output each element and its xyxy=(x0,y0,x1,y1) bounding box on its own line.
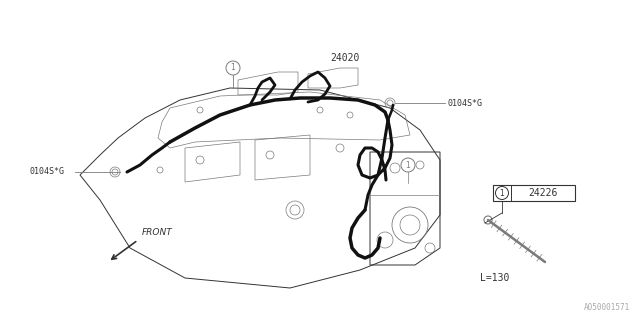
Text: 0104S*G: 0104S*G xyxy=(448,99,483,108)
Text: 24020: 24020 xyxy=(330,53,360,63)
Text: 1: 1 xyxy=(500,188,504,197)
Bar xyxy=(493,185,575,201)
Text: 24226: 24226 xyxy=(528,188,557,198)
Text: 1: 1 xyxy=(230,63,236,73)
Text: A050001571: A050001571 xyxy=(584,303,630,312)
Text: 1: 1 xyxy=(406,161,410,170)
Text: FRONT: FRONT xyxy=(142,228,173,237)
Text: L=130: L=130 xyxy=(480,273,509,283)
Text: 0104S*G: 0104S*G xyxy=(30,167,65,177)
